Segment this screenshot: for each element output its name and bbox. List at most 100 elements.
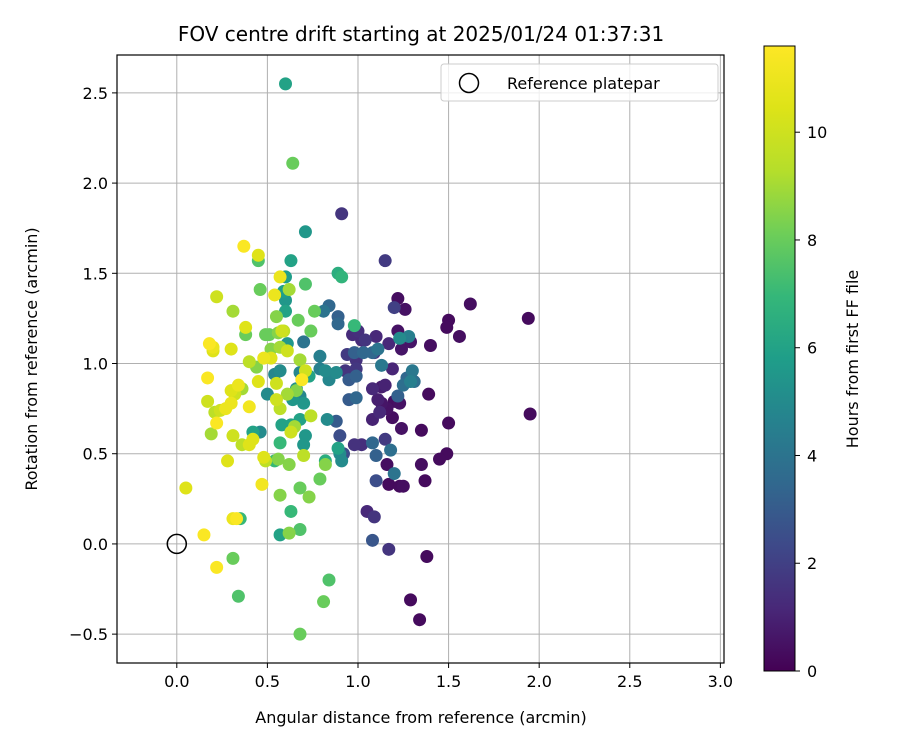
data-point: [331, 441, 345, 455]
colorbar: 0 2 4 6 8 10 Hours from first FF file: [763, 45, 862, 681]
data-point: [202, 337, 216, 351]
data-point: [210, 290, 224, 304]
data-point: [282, 458, 296, 472]
data-point: [239, 320, 253, 334]
data-point: [297, 449, 311, 463]
data-point: [385, 362, 399, 376]
y-axis-label: Rotation from reference (arcmin): [22, 227, 41, 490]
data-point: [280, 344, 294, 358]
x-tick-label: 0.5: [255, 672, 280, 691]
data-point: [237, 239, 251, 253]
data-point: [365, 382, 379, 396]
data-point: [298, 277, 312, 291]
data-point: [365, 436, 379, 450]
data-point: [378, 378, 392, 392]
data-point: [242, 400, 256, 414]
data-point: [440, 320, 454, 334]
data-point: [210, 416, 224, 430]
data-point: [347, 438, 361, 452]
data-point: [371, 342, 385, 356]
data-point: [284, 254, 298, 268]
data-point: [210, 560, 224, 574]
data-point: [269, 376, 283, 390]
chart-title: FOV centre drift starting at 2025/01/24 …: [178, 22, 664, 46]
data-point: [418, 474, 432, 488]
data-point: [404, 593, 418, 607]
data-point: [293, 353, 307, 367]
colorbar-tick-label: 4: [807, 446, 817, 465]
colorbar-tick-label: 10: [807, 123, 827, 142]
data-point: [221, 454, 235, 468]
data-point: [329, 366, 343, 380]
data-point: [293, 522, 307, 536]
y-tick-label: 0.5: [83, 445, 108, 464]
data-point: [365, 533, 379, 547]
data-point: [349, 391, 363, 405]
data-point: [284, 425, 298, 439]
data-point: [318, 458, 332, 472]
data-point: [293, 627, 307, 641]
data-point: [356, 346, 370, 360]
data-point: [273, 436, 287, 450]
data-point: [259, 328, 273, 342]
data-point: [282, 526, 296, 540]
data-point: [423, 338, 437, 352]
data-point: [382, 542, 396, 556]
data-point: [226, 429, 240, 443]
y-tick-label: 2.5: [83, 84, 108, 103]
data-point: [405, 364, 419, 378]
data-point: [394, 342, 408, 356]
data-point: [273, 364, 287, 378]
data-point: [302, 490, 316, 504]
colorbar-tick-label: 2: [807, 554, 817, 573]
x-tick-label: 1.5: [436, 672, 461, 691]
y-tick-label: 2.0: [83, 174, 108, 193]
data-point: [197, 528, 211, 542]
data-point: [384, 443, 398, 457]
data-point: [414, 458, 428, 472]
data-point: [295, 373, 309, 387]
data-point: [273, 270, 287, 284]
data-point: [320, 412, 334, 426]
data-point: [378, 432, 392, 446]
data-point: [521, 311, 535, 325]
data-point: [373, 405, 387, 419]
data-point: [369, 329, 383, 343]
data-point: [422, 387, 436, 401]
data-point: [251, 375, 265, 389]
data-point: [367, 510, 381, 524]
data-point: [297, 438, 311, 452]
data-point: [255, 477, 269, 491]
data-point: [297, 335, 311, 349]
data-point: [231, 378, 245, 392]
colorbar-label: Hours from first FF file: [843, 270, 862, 449]
data-point: [275, 324, 289, 338]
data-point: [304, 324, 318, 338]
data-point: [335, 454, 349, 468]
data-point: [317, 595, 331, 609]
colorbar-ticks: 0 2 4 6 8 10: [795, 123, 827, 681]
data-point: [251, 248, 265, 262]
data-point: [226, 551, 240, 565]
data-point: [282, 283, 296, 297]
y-tick-label: 1.0: [83, 355, 108, 374]
x-tick-label: 1.0: [345, 672, 370, 691]
data-point: [380, 458, 394, 472]
data-point: [257, 351, 271, 365]
data-point: [382, 477, 396, 491]
data-point: [378, 254, 392, 268]
y-axis-ticks: −0.5 0.0 0.5 1.0 1.5 2.0 2.5: [69, 84, 117, 644]
data-point: [318, 364, 332, 378]
data-point: [298, 225, 312, 239]
data-point: [413, 613, 427, 627]
data-point: [293, 481, 307, 495]
data-point: [308, 304, 322, 318]
data-point: [286, 156, 300, 170]
data-point: [291, 313, 305, 327]
data-point: [358, 333, 372, 347]
data-point: [204, 427, 218, 441]
data-point: [280, 387, 294, 401]
data-point: [396, 479, 410, 493]
data-point: [333, 429, 347, 443]
data-point: [322, 573, 336, 587]
